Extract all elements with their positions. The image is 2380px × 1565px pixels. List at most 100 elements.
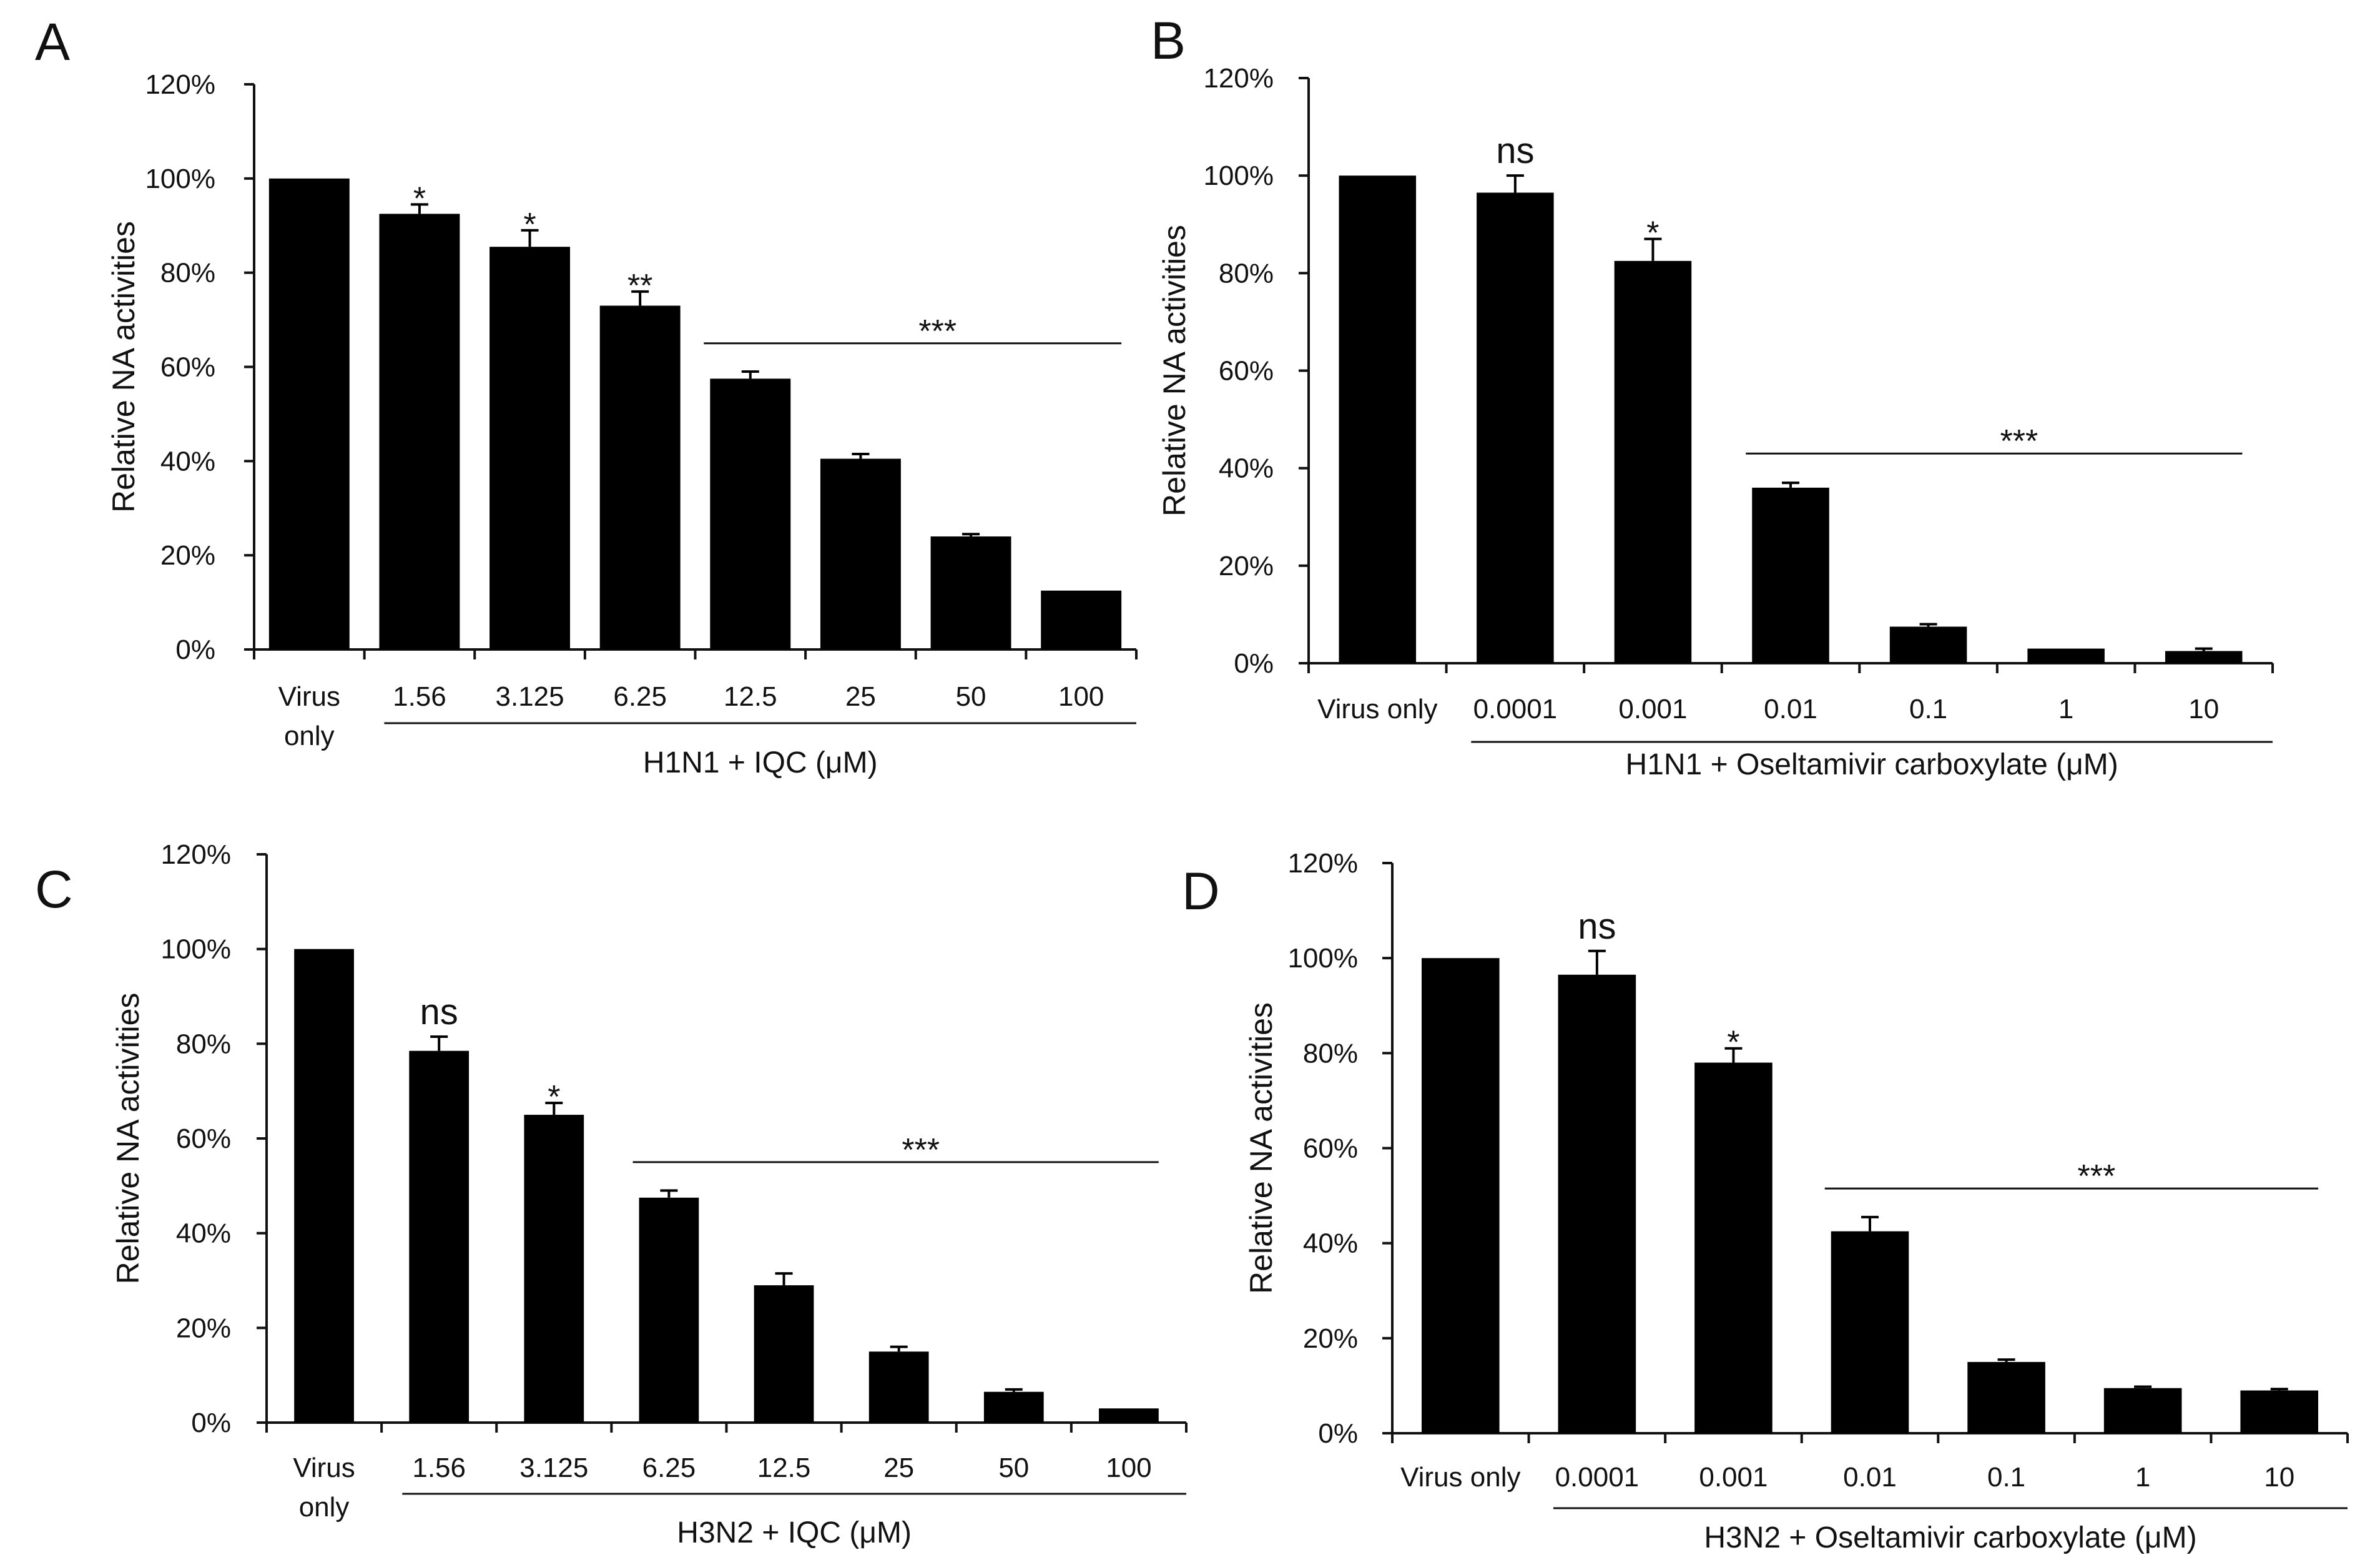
panel-c: C 0% 20% 40% 60% 80% 100% 120% Relative NA activ… [35,839,1188,1549]
bar [409,1050,470,1423]
bar [2103,1388,2182,1433]
y-tick-label: 100% [1287,943,1358,974]
bar [1694,1062,1773,1433]
bar [1339,175,1417,664]
bar [754,1285,814,1423]
x-category-label: 1.56 [412,1453,466,1483]
x-category-label: 10 [2188,694,2219,724]
y-tick-label: 40% [1303,1228,1358,1259]
y-tick-label: 60% [160,352,215,383]
bar [1041,590,1122,649]
y-tick-label: 80% [1219,258,1274,289]
x-category-label: 50 [956,681,986,712]
group-label: H3N2 + Oseltamivir carboxylate (μM) [1704,1521,2196,1554]
bar [1421,958,1500,1433]
significance-label: * [548,1079,560,1115]
x-category-label: only [299,1492,350,1523]
bar [2240,1390,2319,1433]
significance-label: ns [1578,906,1616,947]
panel-letter: D [1182,862,1220,921]
x-category-label: 12.5 [724,681,777,712]
x-category-label: Virus only [1400,1462,1520,1493]
bar [930,536,1011,649]
x-category-label: 25 [883,1453,914,1483]
significance-label: * [1727,1025,1739,1061]
bar [1477,192,1554,663]
bar [1614,260,1692,663]
y-tick-label: 120% [160,839,231,870]
y-tick-label: 0% [191,1408,231,1438]
bar [1831,1231,1909,1433]
x-category-label: Virus [293,1453,355,1483]
x-category-label: 1.56 [393,681,446,712]
significance-label: * [413,180,426,217]
bar [868,1351,929,1423]
y-tick-label: 60% [176,1123,231,1154]
y-tick-label: 20% [1219,551,1274,581]
x-category-label: 0.1 [1987,1462,2025,1493]
significance-label: * [523,207,536,243]
y-tick-label: 120% [1203,63,1274,94]
x-category-label: 1 [2135,1462,2150,1493]
x-category-label: 0.001 [1699,1462,1768,1493]
bar [639,1197,699,1423]
group-label: H1N1 + Oseltamivir carboxylate (μM) [1626,748,2118,781]
significance-label: ns [420,992,458,1032]
panel-d: D 0% 20% 40% 60% 80% 100% 120% Relative NA activ… [1182,848,2349,1554]
x-category-label: 0.01 [1843,1462,1897,1493]
x-category-label: Virus only [1317,694,1437,724]
y-tick-label: 120% [1287,848,1358,879]
x-category-label: 3.125 [496,681,564,712]
bar [379,214,460,649]
y-tick-label: 0% [1318,1418,1358,1449]
x-category-label: 6.25 [642,1453,696,1483]
x-category-label: 10 [2264,1462,2294,1493]
significance-label: ** [627,268,652,304]
panel-a: A 0% 20% 40% 60% 80% 100% 120% Relative NA activ… [35,12,1138,779]
panel-letter: C [35,860,73,919]
y-axis-title: Relative NA activities [1157,225,1192,516]
bar [820,458,901,649]
group-label: H3N2 + IQC (μM) [677,1516,912,1549]
y-tick-label: 40% [160,446,215,476]
y-tick-label: 40% [1219,453,1274,484]
y-tick-label: 100% [145,164,215,194]
y-tick-label: 0% [1234,648,1274,679]
y-tick-label: 80% [176,1029,231,1059]
y-tick-label: 100% [160,934,231,965]
y-tick-label: 120% [145,69,215,100]
bar [294,949,354,1423]
y-tick-label: 80% [1303,1038,1358,1069]
x-category-label: 50 [998,1453,1029,1483]
x-category-label: 6.25 [613,681,667,712]
y-tick-label: 20% [1303,1323,1358,1354]
bar [1099,1408,1159,1423]
x-category-label: 3.125 [519,1453,588,1483]
y-tick-label: 20% [176,1313,231,1343]
bar [524,1115,584,1423]
y-tick-label: 40% [176,1218,231,1249]
y-tick-label: 20% [160,540,215,571]
x-category-label: 100 [1058,681,1104,712]
significance-label: * [1646,215,1659,252]
y-tick-label: 60% [1303,1133,1358,1164]
x-category-label: 0.001 [1618,694,1687,724]
group-label: H1N1 + IQC (μM) [643,746,878,779]
x-category-label: 0.1 [1909,694,1947,724]
bar [489,247,571,649]
y-tick-label: 80% [160,258,215,289]
bar [599,305,681,649]
bar [1558,974,1636,1433]
bracket-label: *** [2077,1158,2115,1195]
panel-b: B 0% 20% 40% 60% 80% 100% 120% Relative NA activ… [1151,11,2274,781]
y-tick-label: 100% [1203,160,1274,191]
bar [1752,487,1829,663]
x-category-label: Virus [278,681,340,712]
x-category-label: 0.0001 [1473,694,1558,724]
bar [1967,1361,2045,1433]
y-axis-title: Relative NA activities [106,221,141,513]
bracket-label: *** [2000,423,2038,460]
x-category-label: only [284,721,335,751]
bar [983,1391,1044,1423]
